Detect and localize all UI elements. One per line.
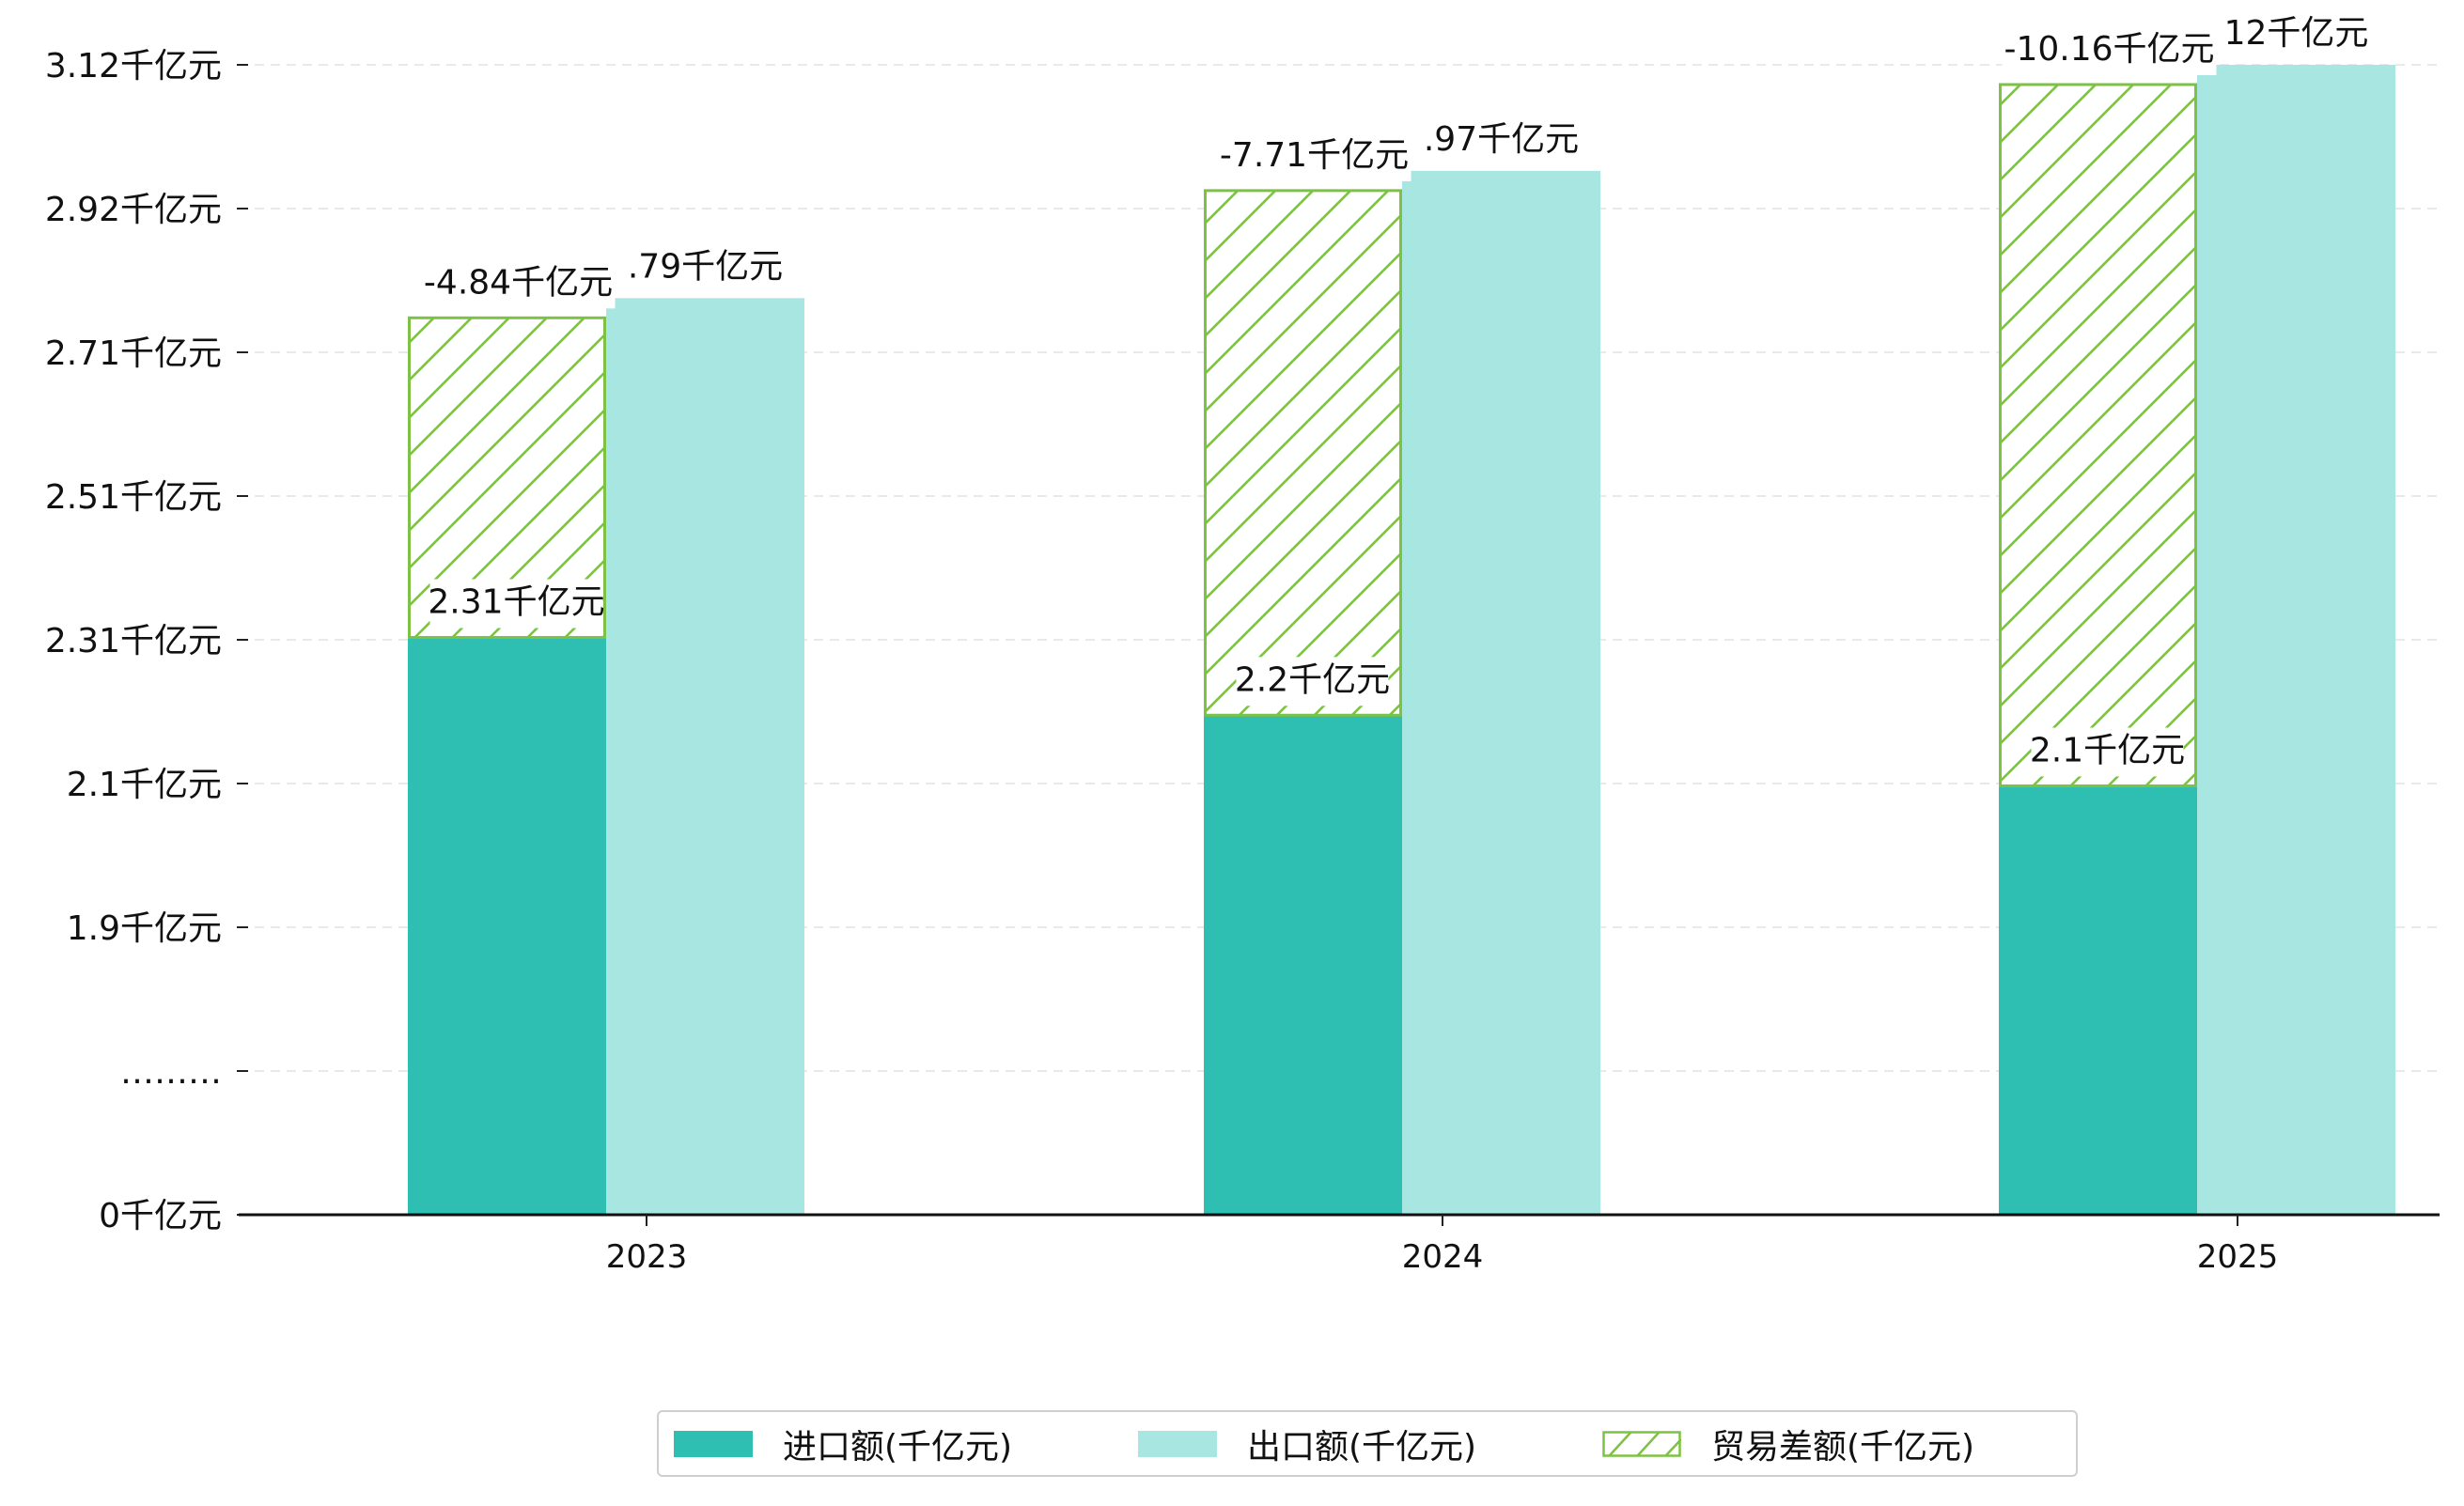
label-import-text: 2.31千亿元 [428, 582, 604, 621]
bar-export [2197, 65, 2395, 1215]
y-tick-label: 2.92千亿元 [45, 191, 222, 229]
bar-balance [1999, 83, 2197, 788]
label-balance: -7.71千亿元 [1217, 132, 1411, 181]
bar-export [1402, 170, 1600, 1215]
label-balance-text: -10.16千亿元 [2004, 30, 2214, 69]
y-tick-label: 2.51千亿元 [45, 478, 222, 517]
bar-import [1999, 785, 2197, 1215]
x-tick-label: 2024 [1402, 1238, 1484, 1276]
y-tick-label: 3.12千亿元 [45, 47, 222, 85]
bar-import [1204, 715, 1402, 1215]
legend-item-import: 进口额(千亿元) [674, 1412, 1012, 1475]
label-import-bg [429, 579, 603, 629]
legend-swatch-balance [1602, 1430, 1681, 1457]
legend-label-export: 出口额(千亿元) [1247, 1427, 1477, 1467]
label-export: .97千亿元 [1424, 116, 1579, 165]
label-import: 2.2千亿元 [1235, 657, 1390, 706]
label-export: .79千亿元 [628, 243, 783, 293]
label-import-text: 2.2千亿元 [1235, 660, 1390, 699]
label-balance-bg [421, 259, 616, 309]
legend-item-balance: 贸易差额(千亿元) [1602, 1412, 1974, 1475]
label-export-bg [2230, 10, 2363, 59]
label-import-bg [2031, 727, 2184, 777]
label-balance: -4.84千亿元 [421, 259, 616, 309]
label-import-text: 2.1千亿元 [2030, 732, 2185, 770]
label-export-text: .79千亿元 [628, 247, 783, 286]
y-tick-label: ……… [120, 1053, 222, 1092]
y-tick-label: 2.1千亿元 [67, 766, 222, 804]
label-export-text: .97千亿元 [1424, 120, 1579, 159]
label-import: 2.31千亿元 [428, 579, 605, 629]
label-balance-text: -7.71千亿元 [1220, 136, 1409, 175]
x-tick-label: 2025 [2197, 1238, 2279, 1276]
data-labels: 2.31千亿元 .79千亿元 -4.84千亿元 2.2千亿元 .97千亿元 -7.71千亿… [421, 10, 2369, 777]
legend-swatch-export [1138, 1430, 1217, 1457]
legend-label-import: 进口额(千亿元) [783, 1427, 1013, 1467]
label-balance-text: -4.84千亿元 [424, 263, 613, 302]
bar-balance [1204, 189, 1402, 717]
label-export-text: 12千亿元 [2224, 14, 2369, 53]
legend: 进口额(千亿元) 出口额(千亿元) 贸易差额(千亿元) [657, 1410, 2078, 1477]
y-tick-label: 0千亿元 [99, 1197, 222, 1235]
label-balance-bg [2002, 26, 2217, 75]
bars [408, 65, 2395, 1215]
y-tick-label: 2.31千亿元 [45, 622, 222, 660]
label-import-bg [1236, 657, 1389, 706]
label-balance-bg [1217, 132, 1411, 181]
label-export: 12千亿元 [2224, 10, 2369, 59]
label-balance: -10.16千亿元 [2002, 26, 2217, 75]
bar-import [408, 637, 606, 1215]
bar-export [606, 298, 804, 1215]
legend-swatch-import [674, 1430, 753, 1457]
y-tick-label: 1.9千亿元 [67, 909, 222, 948]
x-tick-label: 2023 [606, 1238, 688, 1276]
axes: 0千亿元 ……… 1.9千亿元 2.1千亿元 2.31千亿元 2.51千亿元 2.71千亿元… [45, 47, 2440, 1276]
label-import: 2.1千亿元 [2030, 727, 2185, 777]
label-export-bg [1425, 116, 1578, 165]
legend-label-balance: 贸易差额(千亿元) [1711, 1427, 1975, 1467]
y-tick-label: 2.71千亿元 [45, 334, 222, 373]
legend-item-export: 出口额(千亿元) [1138, 1412, 1476, 1475]
label-export-bg [629, 243, 782, 293]
